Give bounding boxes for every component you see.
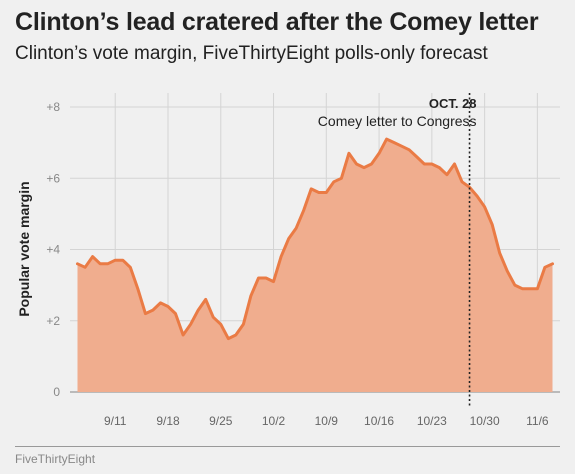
annotation-date: OCT. 28 [429, 96, 477, 111]
source-credit: FiveThirtyEight [15, 452, 96, 466]
y-tick-layer: 0 +2 +4 +6 +8 [46, 100, 60, 399]
footer-divider [15, 446, 560, 447]
x-tick-label: 10/23 [417, 414, 447, 428]
y-tick-label: 0 [53, 385, 60, 399]
margin-line [76, 137, 554, 341]
x-tick-label: 9/18 [156, 414, 180, 428]
x-tick-layer: 9/11 9/18 9/25 10/2 10/9 10/16 10/23 10/30 11/6 [104, 414, 549, 428]
x-tick-label: 10/9 [315, 414, 339, 428]
y-tick-label: +4 [46, 243, 60, 257]
chart-plot: 0 +2 +4 +6 +8 9/11 9/18 9/25 10/2 10/9 10/16 10/23… [46, 93, 560, 428]
y-tick-label: +6 [46, 171, 60, 185]
y-tick-label: +8 [46, 100, 60, 114]
x-tick-label: 10/2 [262, 414, 286, 428]
annotation-label: Comey letter to Congress [318, 113, 477, 129]
y-tick-label: +2 [46, 314, 60, 328]
x-tick-label: 9/25 [209, 414, 233, 428]
x-tick-label: 10/16 [364, 414, 394, 428]
margin-area [77, 139, 553, 392]
chart-title: Clinton’s lead cratered after the Comey … [15, 8, 539, 36]
x-tick-label: 10/30 [470, 414, 500, 428]
chart-subtitle: Clinton’s vote margin, FiveThirtyEight p… [15, 43, 488, 64]
x-tick-label: 11/6 [526, 414, 549, 428]
x-tick-label: 9/11 [104, 414, 127, 428]
annotation-layer: OCT. 28 Comey letter to Congress [318, 93, 477, 408]
